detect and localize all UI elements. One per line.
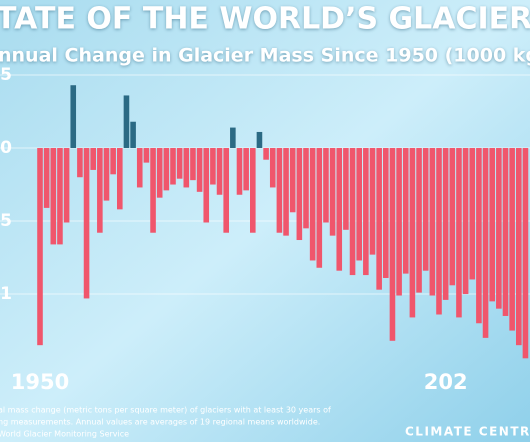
bar — [476, 148, 482, 324]
x-tick-label: 202 — [424, 370, 468, 394]
bar — [496, 148, 502, 309]
bar — [110, 148, 116, 175]
bar — [190, 148, 196, 181]
bar — [522, 148, 529, 359]
bar — [90, 148, 96, 170]
bar — [123, 95, 130, 149]
bar — [509, 148, 515, 331]
bar — [77, 148, 83, 178]
bar — [376, 148, 382, 290]
brand: CLIMATE CENTR — [405, 425, 530, 439]
bar — [349, 148, 356, 276]
x-tick-label: 1950 — [11, 370, 69, 394]
bar — [276, 148, 283, 233]
footnote: World Glacier Monitoring Service — [0, 430, 129, 439]
bar — [296, 148, 303, 241]
bar — [50, 148, 57, 245]
bar — [489, 148, 495, 302]
footnote: al mass change (metric tons per square m… — [0, 406, 331, 415]
bar — [103, 148, 110, 201]
bar — [250, 148, 256, 233]
bar — [442, 148, 449, 300]
bar — [156, 148, 163, 198]
bar — [469, 148, 476, 280]
chart-subtitle: nnual Change in Glacier Mass Since 1950 … — [0, 45, 530, 67]
y-tick-label: .5 — [0, 65, 12, 85]
bar — [223, 148, 229, 233]
bar — [343, 148, 349, 230]
bar — [316, 148, 323, 268]
chart-title: TATE OF THE WORLD’S GLACIER — [0, 2, 530, 37]
y-tick-label: 0 — [0, 138, 12, 158]
bar — [383, 148, 389, 278]
bar — [462, 148, 469, 295]
bar — [516, 148, 522, 346]
bar — [236, 148, 243, 195]
bar — [389, 148, 396, 341]
bar — [482, 148, 489, 338]
bar — [449, 148, 456, 286]
bar — [456, 148, 462, 318]
bar — [196, 148, 203, 192]
bar — [230, 127, 236, 149]
bar — [150, 148, 156, 233]
bar — [329, 148, 336, 236]
bar — [97, 148, 103, 233]
bar — [402, 148, 409, 274]
bar — [136, 148, 143, 188]
bar — [363, 148, 369, 276]
bar — [43, 148, 50, 208]
bar — [163, 148, 170, 191]
bar — [396, 148, 402, 296]
bar — [256, 131, 263, 149]
bar — [502, 148, 509, 316]
bar — [63, 148, 70, 223]
bar — [309, 148, 316, 261]
bar — [269, 148, 276, 188]
bar — [416, 148, 422, 293]
bar — [216, 148, 223, 195]
bar — [130, 121, 136, 149]
bar — [436, 148, 442, 315]
bar — [176, 148, 183, 179]
bar — [356, 148, 362, 261]
bar — [70, 85, 77, 149]
y-tick-label: .5 — [0, 211, 12, 231]
bar — [429, 148, 436, 296]
bar — [283, 148, 289, 236]
bar — [183, 148, 190, 188]
bar — [243, 148, 249, 191]
bar — [263, 148, 269, 160]
bar — [37, 148, 43, 346]
y-tick-label: 1 — [0, 284, 12, 304]
bar — [210, 148, 216, 185]
bar — [203, 148, 210, 223]
bar — [323, 148, 329, 223]
bar — [57, 148, 63, 245]
bar — [170, 148, 176, 185]
bar — [336, 148, 343, 271]
bar — [83, 148, 90, 299]
bar — [303, 148, 309, 229]
bar — [422, 148, 429, 271]
bar — [369, 148, 376, 255]
bar — [289, 148, 296, 213]
bar — [143, 148, 150, 163]
footnote: ng measurements. Annual values are avera… — [0, 418, 320, 427]
bar — [117, 148, 123, 210]
bar — [409, 148, 416, 318]
